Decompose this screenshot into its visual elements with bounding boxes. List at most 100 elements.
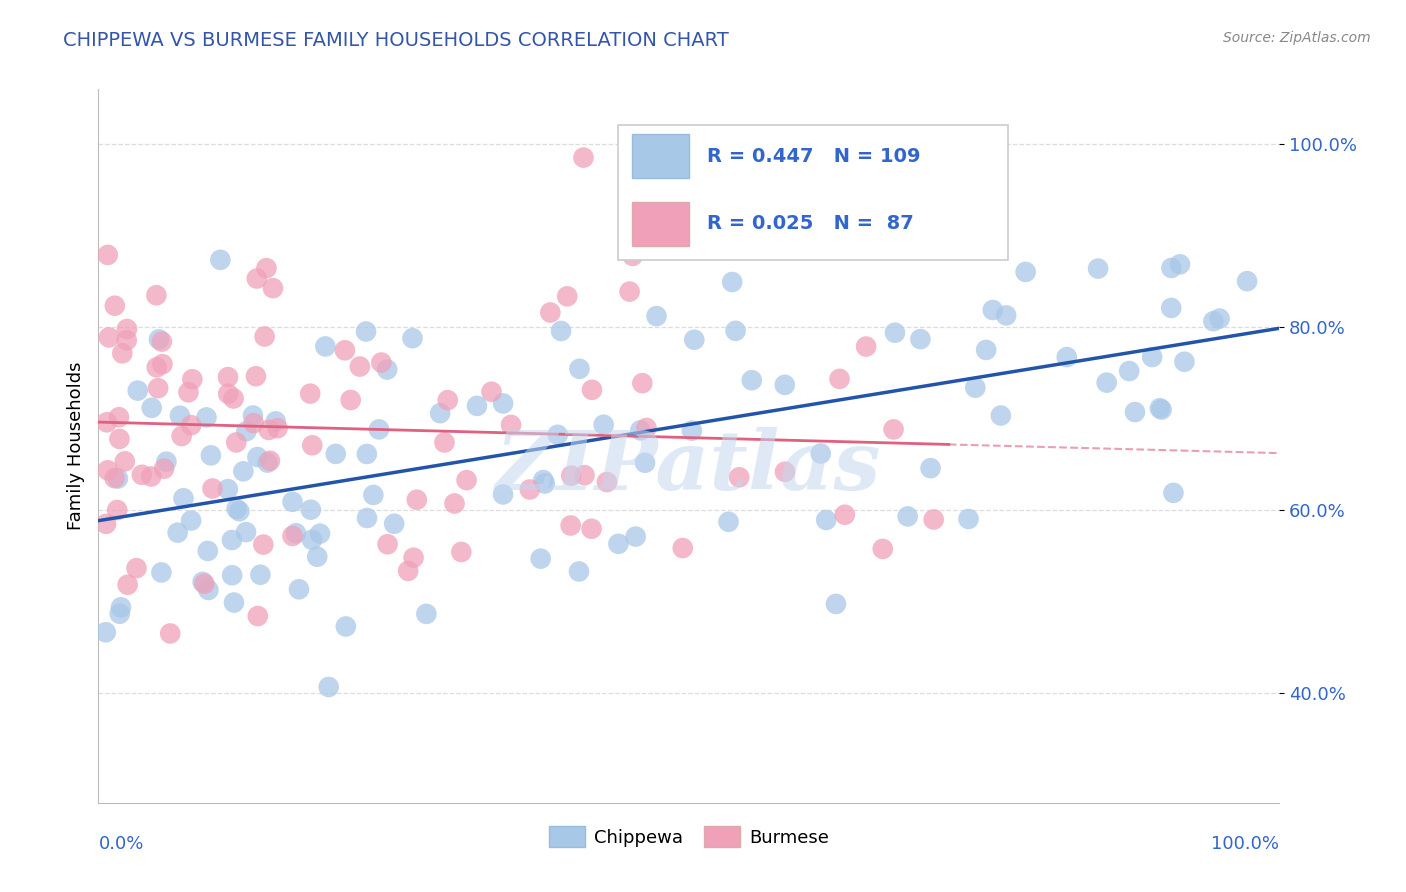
Point — [301, 533, 323, 547]
Point — [262, 281, 284, 295]
Point — [325, 447, 347, 461]
Point — [177, 385, 200, 400]
Point — [339, 392, 361, 407]
Point — [375, 362, 398, 376]
Point — [111, 346, 134, 360]
Point — [1236, 274, 1258, 288]
Point — [256, 456, 278, 470]
Point — [259, 454, 281, 468]
Point — [547, 427, 569, 442]
Point — [257, 423, 280, 437]
Point — [281, 529, 304, 543]
Point — [636, 421, 658, 435]
Point — [110, 600, 132, 615]
Point — [810, 446, 832, 460]
Point — [683, 333, 706, 347]
Point — [98, 330, 121, 344]
Point — [153, 461, 176, 475]
Point — [624, 530, 647, 544]
FancyBboxPatch shape — [619, 125, 1008, 260]
Point — [354, 325, 377, 339]
Point — [152, 357, 174, 371]
Point — [927, 238, 949, 252]
Point — [592, 417, 614, 432]
Point — [150, 334, 173, 349]
Point — [170, 429, 193, 443]
Point — [631, 376, 654, 391]
Point — [402, 550, 425, 565]
Point — [97, 463, 120, 477]
Point — [245, 369, 267, 384]
Point — [396, 564, 419, 578]
Point — [758, 202, 780, 217]
Point — [252, 538, 274, 552]
Point — [145, 360, 167, 375]
Point — [728, 470, 751, 484]
Point — [115, 322, 138, 336]
Point — [146, 381, 169, 395]
Point — [266, 421, 288, 435]
Point — [672, 541, 695, 555]
Point — [981, 303, 1004, 318]
Point — [533, 476, 555, 491]
Point — [596, 475, 619, 489]
Point — [318, 680, 340, 694]
Point — [492, 487, 515, 501]
Point — [922, 512, 945, 526]
Point — [217, 387, 239, 401]
Point — [235, 525, 257, 540]
Point — [125, 561, 148, 575]
Point — [401, 331, 423, 345]
Point — [538, 305, 561, 319]
Text: R = 0.447   N = 109: R = 0.447 N = 109 — [707, 147, 920, 167]
Point — [221, 533, 243, 547]
Point — [104, 471, 127, 485]
Point — [127, 384, 149, 398]
Point — [94, 625, 117, 640]
Point — [377, 537, 399, 551]
Text: CHIPPEWA VS BURMESE FAMILY HOUSEHOLDS CORRELATION CHART: CHIPPEWA VS BURMESE FAMILY HOUSEHOLDS CO… — [63, 31, 730, 50]
Point — [634, 456, 657, 470]
Point — [721, 275, 744, 289]
Point — [307, 549, 329, 564]
Point — [256, 261, 278, 276]
Point — [1160, 260, 1182, 275]
Point — [115, 333, 138, 347]
Point — [628, 423, 651, 437]
Point — [920, 461, 942, 475]
Point — [405, 492, 427, 507]
Point — [1160, 301, 1182, 315]
Point — [1208, 311, 1230, 326]
Point — [117, 578, 139, 592]
Point — [264, 414, 287, 428]
Point — [834, 508, 856, 522]
Point — [429, 406, 451, 420]
Point — [141, 401, 163, 415]
Point — [173, 491, 195, 506]
Point — [108, 432, 131, 446]
Point — [131, 467, 153, 482]
Point — [201, 482, 224, 496]
Point — [519, 483, 541, 497]
Point — [217, 482, 239, 496]
Point — [225, 501, 247, 516]
Point — [356, 511, 378, 525]
Point — [568, 565, 591, 579]
Point — [572, 151, 595, 165]
Point — [619, 285, 641, 299]
Point — [499, 417, 522, 432]
Text: 100.0%: 100.0% — [1212, 835, 1279, 853]
Point — [550, 324, 572, 338]
Point — [681, 424, 703, 438]
Point — [246, 271, 269, 285]
Point — [456, 473, 478, 487]
Point — [180, 514, 202, 528]
Point — [145, 288, 167, 302]
Point — [574, 468, 596, 483]
Point — [181, 372, 204, 386]
Point — [221, 568, 243, 582]
Point — [724, 324, 747, 338]
Point — [235, 424, 257, 438]
Point — [141, 469, 163, 483]
Point — [872, 541, 894, 556]
